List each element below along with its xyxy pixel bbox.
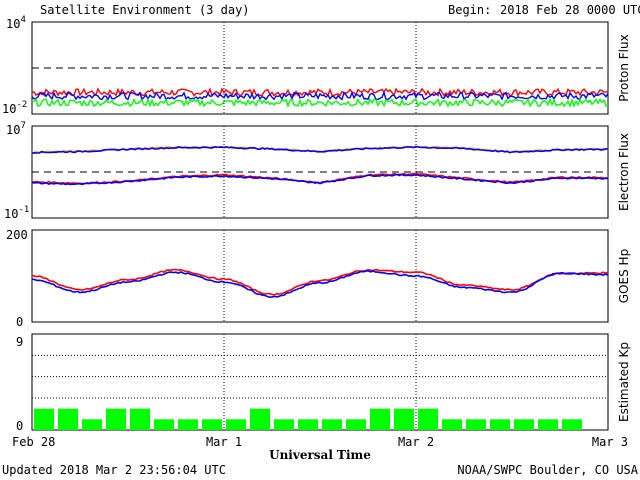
kp-bar-17 [442,419,462,430]
hp-series-0 [31,268,609,296]
kp-bar-1 [58,408,78,430]
kp-bar-16 [418,408,438,430]
hp-ylabel: GOES Hp [617,249,631,303]
proton-ytick-top: 104 [6,15,26,31]
kp-ytick-top: 9 [16,335,23,349]
kp-bar-10 [274,419,294,430]
kp-bar-2 [82,419,102,430]
kp-bar-11 [298,419,318,430]
xtick-mar3: Mar 3 [592,435,628,449]
kp-bar-14 [370,408,390,430]
kp-ylabel: Estimated Kp [617,342,631,422]
electron-ylabel: Electron Flux [617,133,631,211]
kp-bar-3 [106,408,126,430]
begin-label: Begin: [448,3,491,17]
kp-bar-5 [154,419,174,430]
kp-bar-9 [250,408,270,430]
proton-flux-series-0 [31,87,609,98]
xtick-mar1: Mar 1 [206,435,242,449]
kp-bar-22 [562,419,582,430]
marks-layer [31,87,609,430]
kp-bar-13 [346,419,366,430]
electron-ytick-bottom: 10-1 [4,205,29,221]
kp-bar-0 [34,408,54,430]
kp-bar-4 [130,408,150,430]
kp-bar-7 [202,419,222,430]
hp-panel-frame [31,229,609,323]
kp-ytick-bottom: 0 [16,419,23,433]
kp-bar-20 [514,419,534,430]
x-axis-label: Universal Time [269,448,371,462]
kp-bar-21 [538,419,558,430]
credit-text: NOAA/SWPC Boulder, CO USA [457,463,638,477]
proton-ytick-bottom: 10-2 [2,100,27,116]
updated-timestamp: Updated 2018 Mar 2 23:56:04 UTC [2,463,226,477]
hp-ytick-bottom: 0 [16,315,23,329]
hp-ytick-top: 200 [6,228,28,242]
kp-bar-6 [178,419,198,430]
kp-bar-8 [226,419,246,430]
kp-bar-12 [322,419,342,430]
kp-bar-15 [394,408,414,430]
grid-layer [32,22,608,430]
electron-flux-series-3 [31,173,609,186]
kp-bar-18 [466,419,486,430]
electron-ytick-top: 107 [6,121,26,137]
xtick-feb28: Feb 28 [12,435,55,449]
kp-bar-19 [490,419,510,430]
xtick-mar2: Mar 2 [398,435,434,449]
chart-title: Satellite Environment (3 day) [40,3,250,17]
begin-value: 2018 Feb 28 0000 UTC [500,3,640,17]
proton-flux-series-2 [31,97,608,109]
proton-ylabel: Proton Flux [617,34,631,101]
electron-flux-series-1 [31,145,609,154]
hp-series-1 [31,269,609,299]
proton-flux-series-1 [31,90,609,101]
